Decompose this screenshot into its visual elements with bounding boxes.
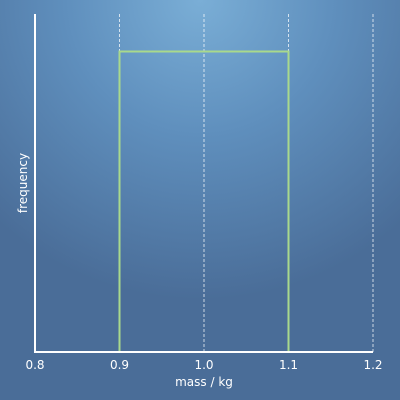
- x-tick-label-1: 0.9: [110, 358, 129, 372]
- histogram-bin-0: [118, 50, 290, 352]
- histogram-bins: [118, 50, 290, 352]
- x-tick-label-2: 1.0: [194, 358, 213, 372]
- x-tick-labels: 0.8 0.9 1.0 1.1 1.2: [25, 358, 382, 372]
- x-tick-label-4: 1.2: [363, 358, 382, 372]
- x-tick-label-3: 1.1: [279, 358, 298, 372]
- x-axis-label: mass / kg: [175, 375, 233, 389]
- x-tick-label-0: 0.8: [25, 358, 44, 372]
- y-axis-label: frequency: [16, 153, 30, 213]
- grid-lines: [119, 14, 374, 352]
